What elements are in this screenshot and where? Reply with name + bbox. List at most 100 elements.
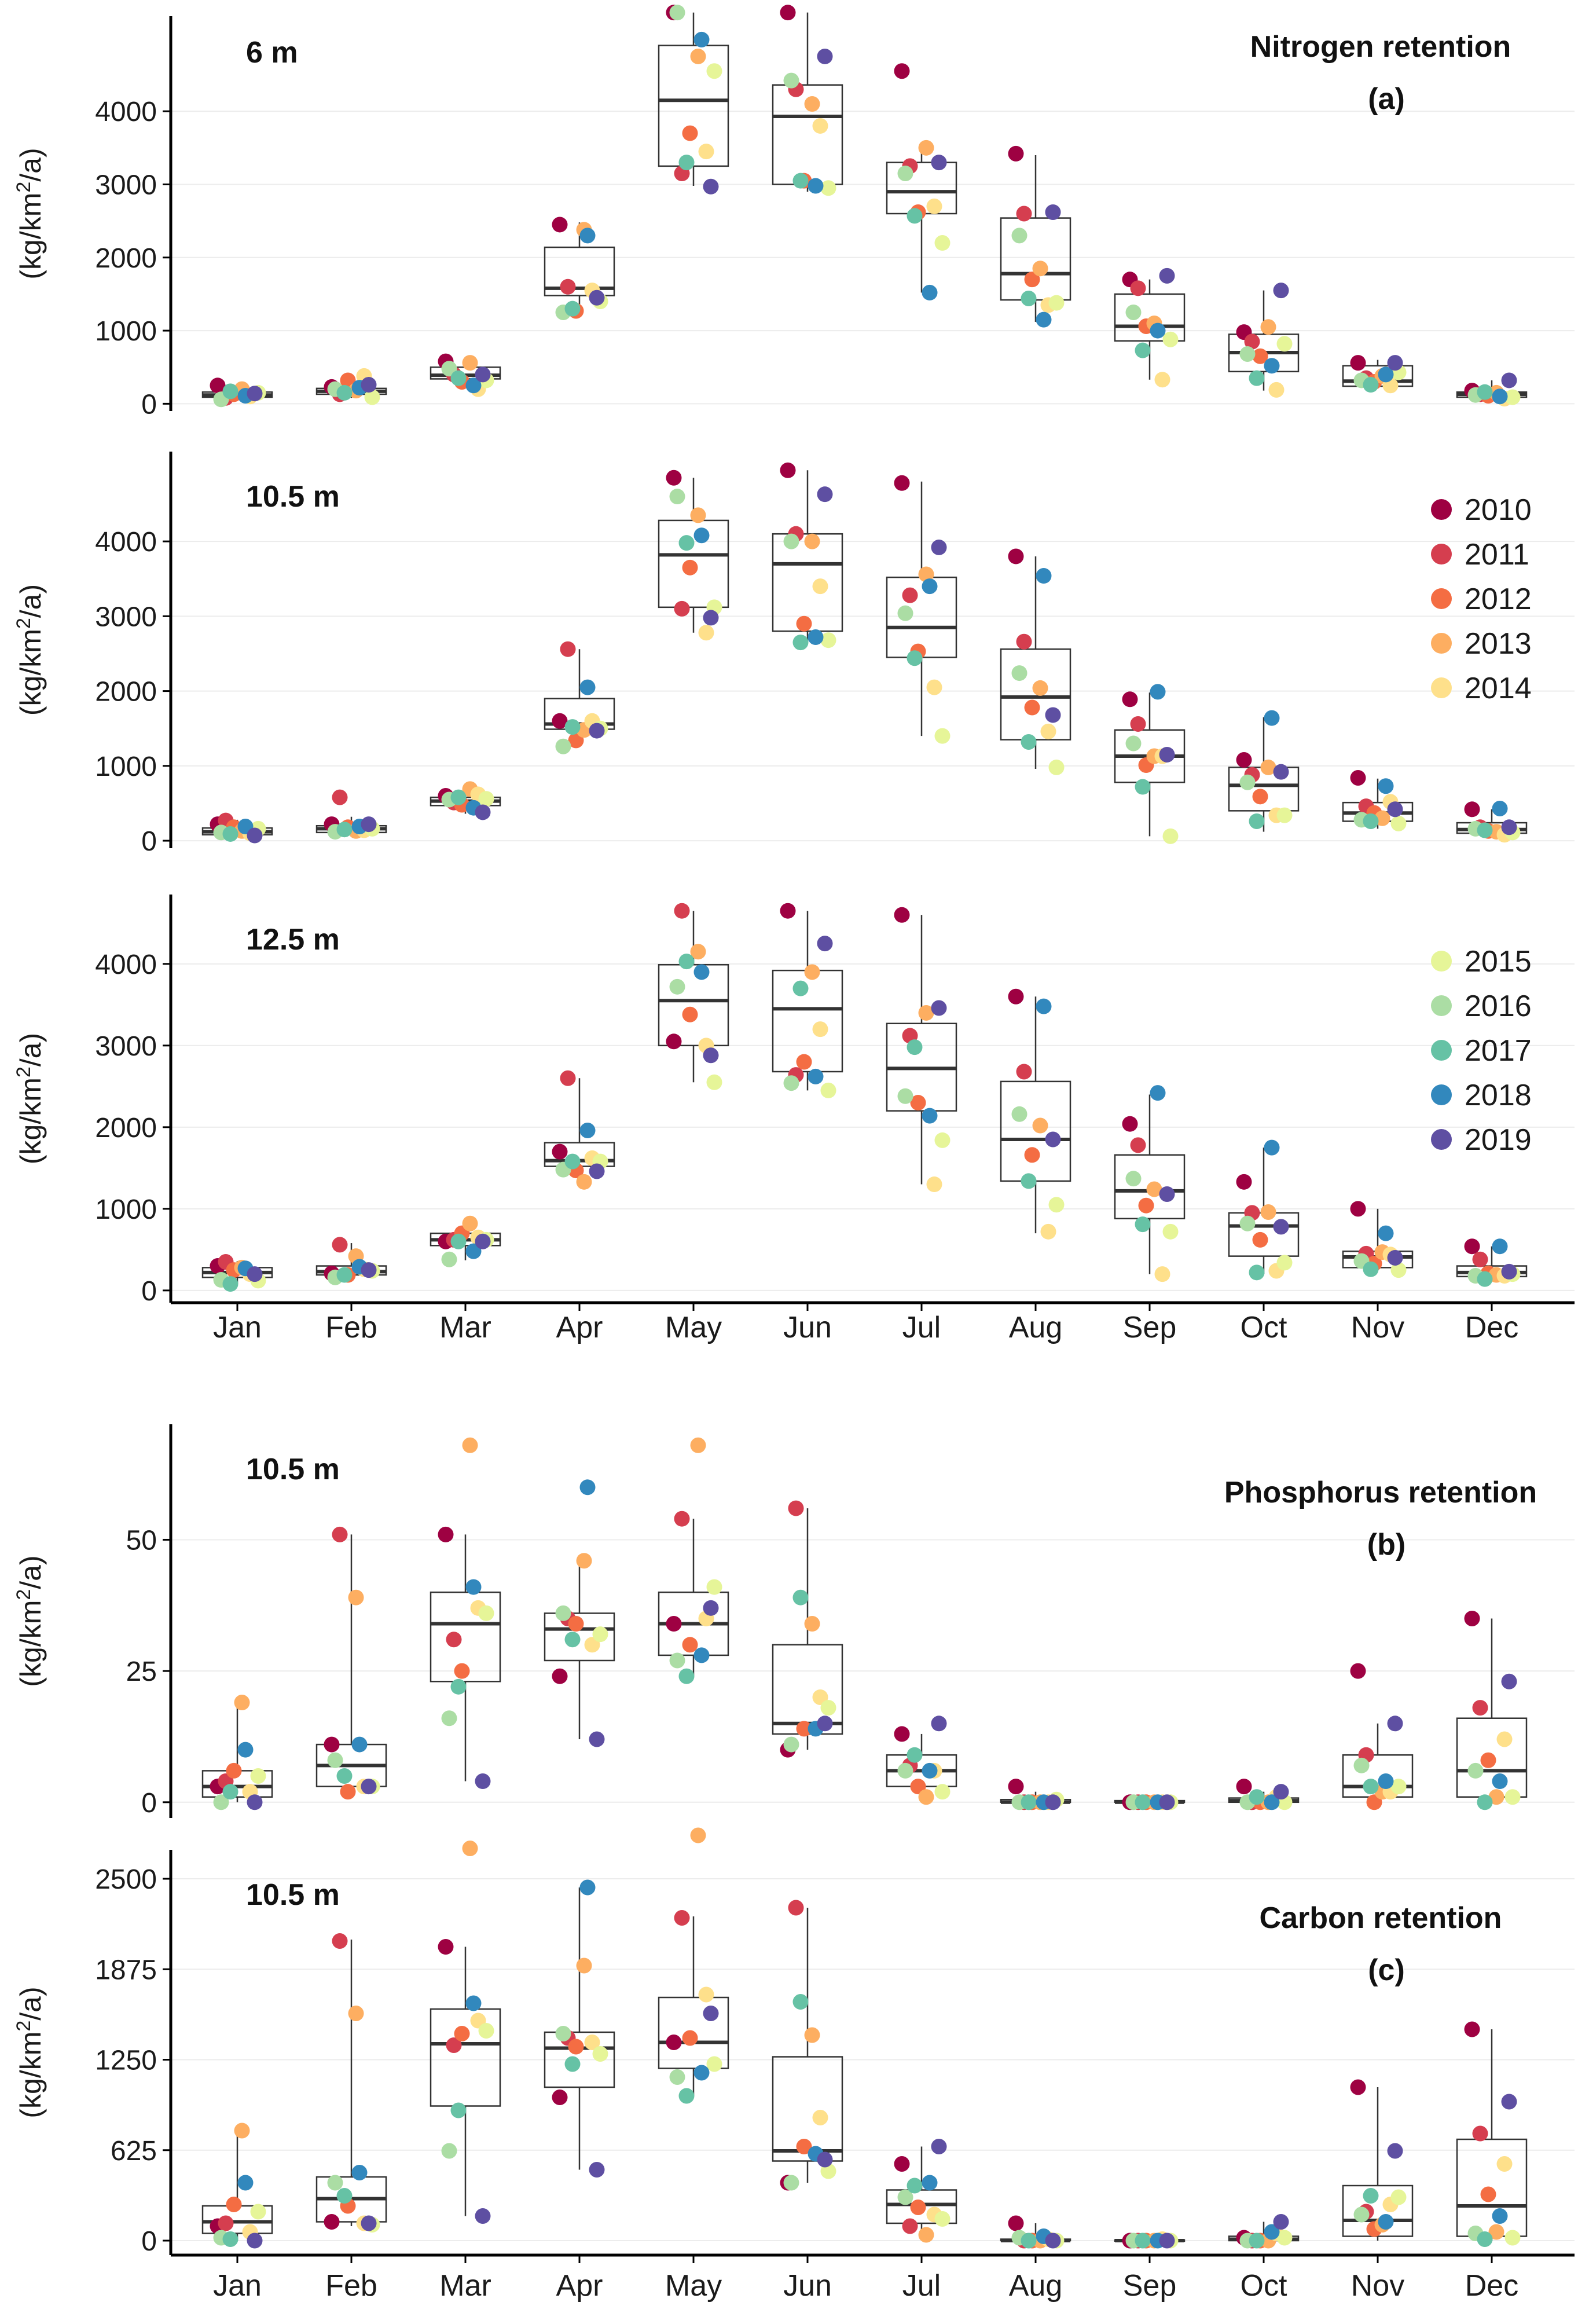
point-2019 — [1159, 267, 1175, 284]
point-2018 — [465, 1243, 482, 1259]
point-2018 — [1264, 358, 1280, 374]
point-2010 — [1236, 1174, 1252, 1190]
point-2010 — [1008, 548, 1024, 564]
point-2017 — [336, 1267, 353, 1283]
point-2017 — [450, 1678, 467, 1695]
y-axis-title-exponent: 2 — [13, 618, 35, 629]
point-2013 — [576, 1553, 592, 1569]
y-tick-label: 4000 — [95, 527, 157, 558]
point-2019 — [361, 816, 377, 833]
point-2015 — [706, 63, 722, 79]
x-tick-label: Apr — [556, 1311, 603, 1344]
point-2018 — [693, 1647, 710, 1663]
y-axis-title: (kg/km2/a) — [13, 148, 47, 279]
box-iqr — [658, 45, 729, 167]
x-tick-label: Mar — [439, 1311, 491, 1344]
point-2011 — [1016, 1064, 1032, 1080]
point-2013 — [1260, 319, 1276, 335]
point-2018 — [1492, 801, 1508, 816]
point-2015 — [706, 1074, 722, 1090]
point-2019 — [247, 2233, 263, 2249]
point-2012 — [226, 1762, 242, 1779]
point-2010 — [1008, 2215, 1024, 2231]
point-2016 — [897, 166, 913, 182]
point-2010 — [780, 5, 796, 21]
y-axis-title-exponent: 2 — [13, 1066, 35, 1077]
point-2017 — [1477, 822, 1493, 838]
point-2011 — [902, 2218, 918, 2234]
box-feb — [315, 1940, 387, 2226]
point-2019 — [1045, 1131, 1061, 1148]
point-2019 — [361, 1262, 377, 1278]
point-2010 — [780, 462, 796, 478]
x-tick-label: May — [665, 2269, 722, 2303]
point-2012 — [454, 2026, 470, 2041]
point-2016 — [555, 738, 571, 754]
point-2016 — [1353, 2206, 1370, 2223]
point-2019 — [817, 48, 833, 64]
point-2017 — [1249, 1264, 1265, 1281]
point-2012 — [796, 615, 812, 632]
point-2018 — [1492, 1238, 1508, 1255]
point-2013 — [918, 566, 934, 582]
x-tick-label: Sep — [1123, 1311, 1177, 1344]
point-2016 — [783, 533, 799, 549]
point-2011 — [1130, 280, 1146, 296]
point-2018 — [1492, 2208, 1508, 2224]
y-axis-title: (kg/km2/a) — [13, 1033, 47, 1164]
point-2011 — [1472, 1251, 1488, 1267]
point-2019 — [1387, 355, 1403, 371]
y-axis-title-exponent: 2 — [13, 182, 35, 193]
point-2010 — [1464, 1610, 1480, 1626]
point-2019 — [703, 610, 719, 626]
x-tick-label: Oct — [1241, 1311, 1287, 1344]
point-2019 — [1387, 1715, 1403, 1732]
point-2015 — [1162, 1223, 1179, 1240]
point-2010 — [1122, 691, 1138, 708]
x-tick-label: Sep — [1123, 2269, 1177, 2303]
point-2019 — [703, 2006, 719, 2021]
y-axis-title: (kg/km2/a) — [13, 584, 47, 716]
panel-4: 0 25 50 (kg/km2/a) 10.5 m Phosphorus retentio… — [13, 1424, 1575, 1819]
point-2017 — [1477, 1271, 1493, 1287]
point-2017 — [1021, 1794, 1037, 1810]
point-2011 — [560, 641, 576, 657]
point-2017 — [450, 1233, 467, 1249]
point-2013 — [1488, 2224, 1504, 2240]
point-2018 — [922, 284, 938, 300]
point-2012 — [1024, 272, 1040, 288]
point-2010 — [1236, 1779, 1252, 1795]
point-2010 — [666, 470, 682, 486]
point-2015 — [1276, 807, 1293, 823]
point-2019 — [703, 1600, 719, 1616]
point-2014 — [1268, 382, 1285, 398]
box-feb — [315, 1534, 387, 1792]
legend-label: 2012 — [1465, 582, 1532, 616]
point-2018 — [1492, 388, 1508, 405]
point-2011 — [1130, 716, 1146, 732]
point-2010 — [1008, 1779, 1024, 1795]
point-2017 — [1135, 2233, 1151, 2249]
point-2010 — [552, 2090, 568, 2105]
point-2012 — [910, 1095, 926, 1111]
point-2015 — [478, 791, 494, 807]
point-2013 — [918, 1005, 934, 1021]
point-2019 — [589, 2162, 605, 2178]
box-iqr — [430, 1591, 501, 1682]
point-2018 — [579, 1122, 596, 1138]
point-2016 — [783, 2175, 799, 2191]
point-2013 — [690, 48, 706, 64]
point-2016 — [213, 1794, 229, 1810]
point-2015 — [706, 1579, 722, 1595]
point-2016 — [669, 489, 685, 505]
point-2013 — [804, 2027, 820, 2043]
point-2016 — [555, 1605, 571, 1621]
point-2010 — [1464, 801, 1480, 818]
point-2011 — [446, 2037, 462, 2053]
y-axis-title-base: (kg/km — [14, 1600, 47, 1687]
point-2017 — [336, 384, 353, 401]
y-tick-label: 2000 — [95, 243, 157, 274]
box-apr — [544, 1887, 615, 2170]
point-2010 — [894, 907, 910, 923]
point-2019 — [1273, 764, 1289, 780]
